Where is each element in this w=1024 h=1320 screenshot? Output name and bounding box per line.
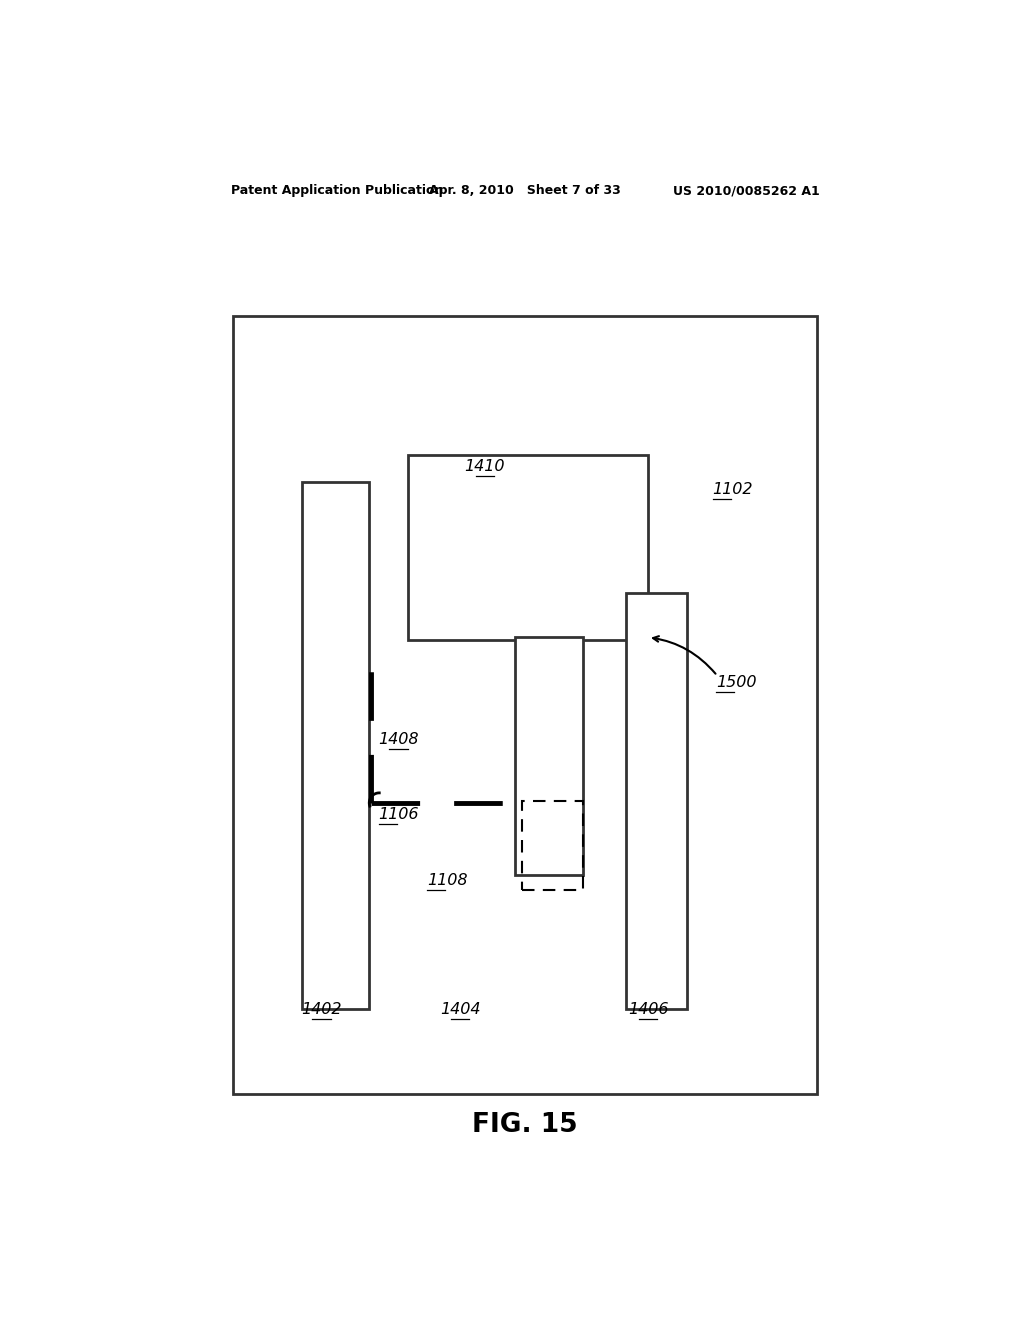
Text: 1404: 1404 <box>440 1002 480 1016</box>
Text: FIG. 15: FIG. 15 <box>472 1111 578 1138</box>
Text: Apr. 8, 2010   Sheet 7 of 33: Apr. 8, 2010 Sheet 7 of 33 <box>429 185 621 197</box>
Text: 1410: 1410 <box>465 459 505 474</box>
Text: Patent Application Publication: Patent Application Publication <box>230 185 443 197</box>
Text: 1108: 1108 <box>427 873 468 887</box>
Text: 1500: 1500 <box>716 675 757 689</box>
Bar <box>301 482 370 1010</box>
Bar <box>233 317 816 1094</box>
Text: 1406: 1406 <box>628 1002 669 1016</box>
Text: 1402: 1402 <box>301 1002 342 1016</box>
Bar <box>521 801 584 890</box>
Text: 1102: 1102 <box>713 482 754 498</box>
Bar <box>515 638 583 875</box>
Text: US 2010/0085262 A1: US 2010/0085262 A1 <box>673 185 819 197</box>
Bar <box>408 455 648 640</box>
Bar <box>626 594 687 1010</box>
Text: 1106: 1106 <box>379 807 419 822</box>
Text: 1408: 1408 <box>378 733 419 747</box>
